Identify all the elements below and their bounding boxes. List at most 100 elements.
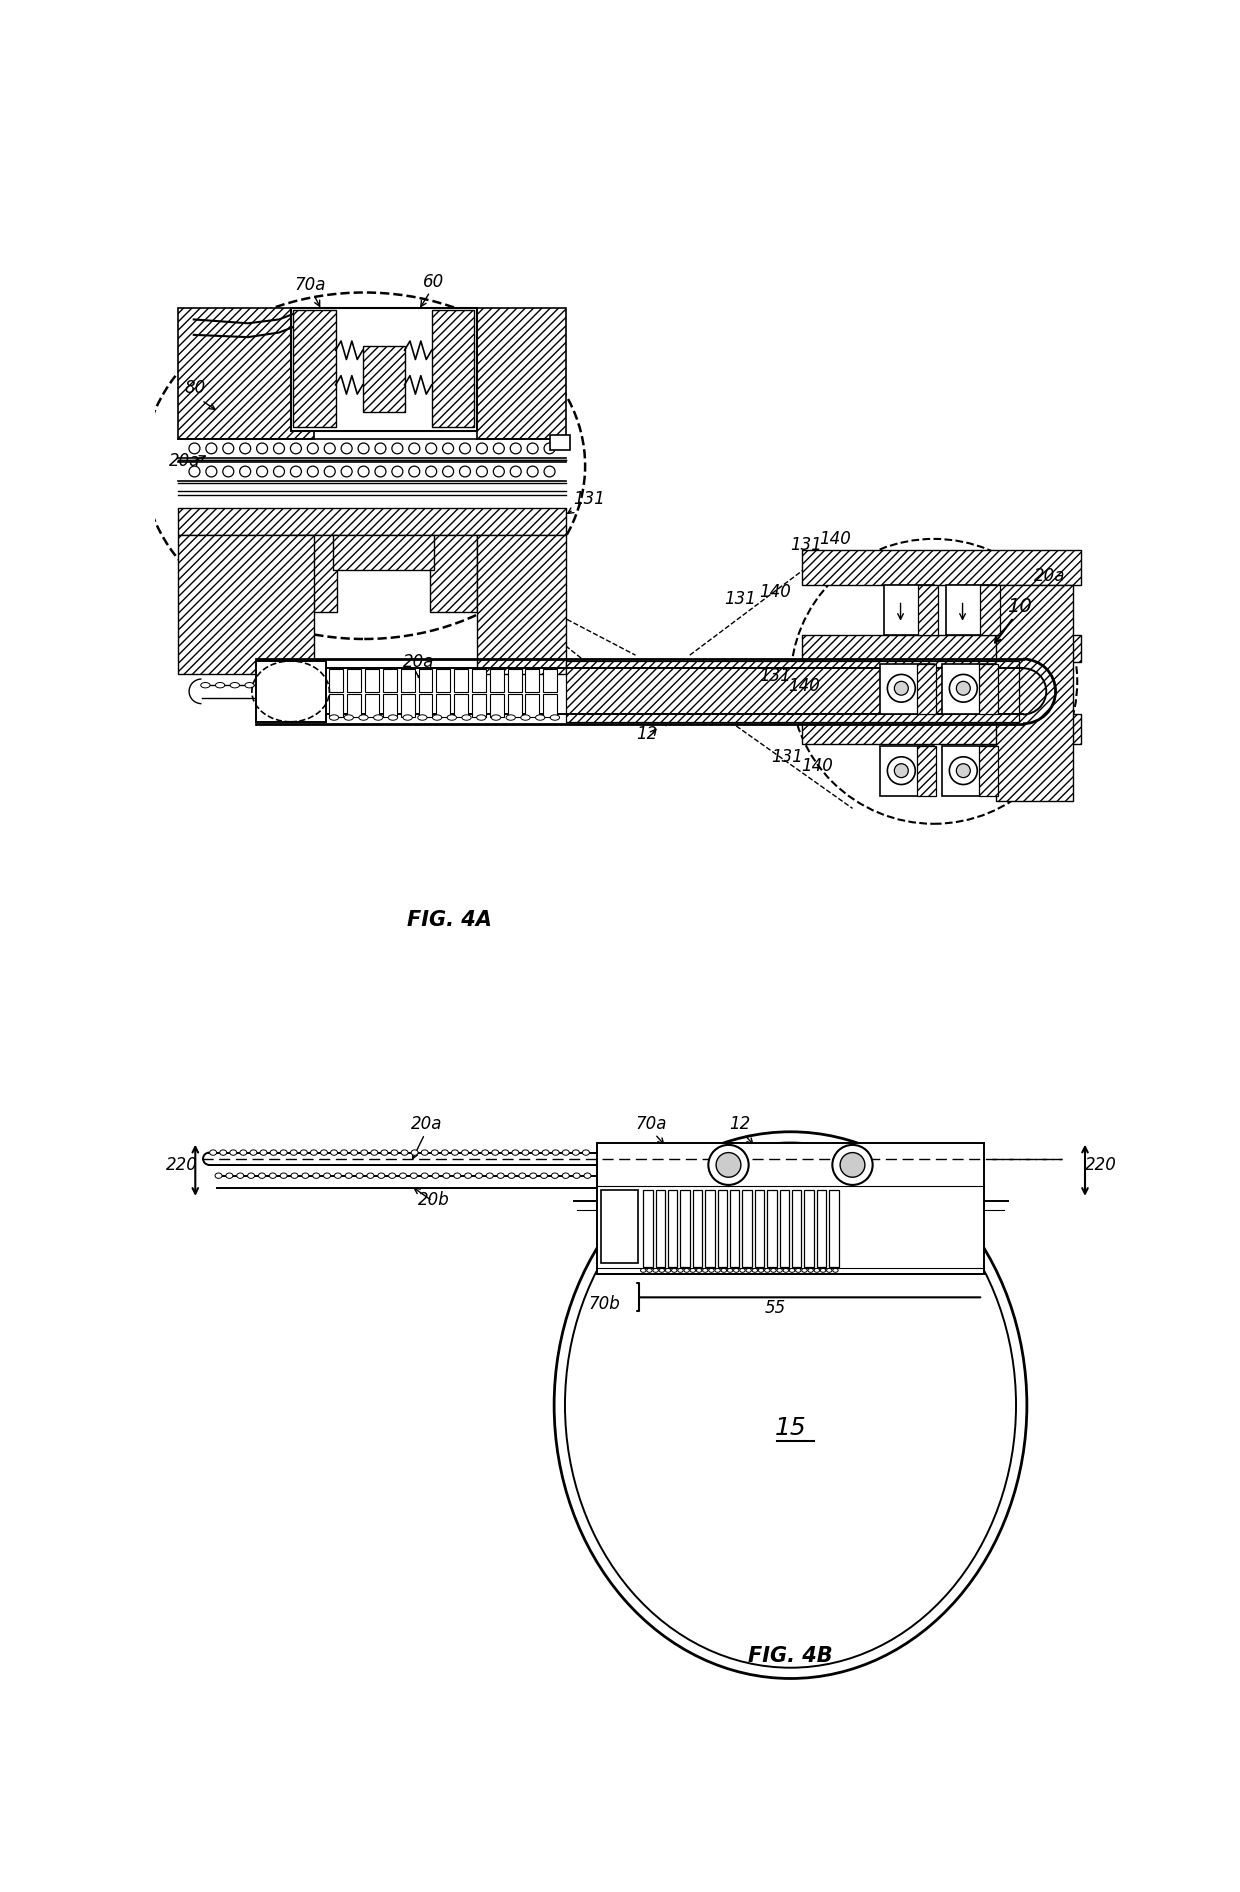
Ellipse shape: [345, 1173, 352, 1179]
Ellipse shape: [410, 1173, 418, 1179]
Text: 131: 131: [771, 747, 802, 766]
Bar: [290, 308, 476, 431]
Ellipse shape: [765, 1268, 770, 1271]
Bar: [792, 1190, 801, 1266]
Ellipse shape: [641, 1268, 646, 1271]
Ellipse shape: [510, 465, 521, 477]
Ellipse shape: [409, 443, 420, 454]
Bar: [255, 660, 325, 723]
Ellipse shape: [532, 1150, 539, 1156]
Ellipse shape: [371, 1150, 378, 1156]
Bar: [817, 1190, 826, 1266]
Ellipse shape: [291, 1173, 298, 1179]
Ellipse shape: [345, 715, 353, 721]
Ellipse shape: [301, 1173, 309, 1179]
Bar: [330, 694, 343, 717]
Ellipse shape: [821, 1268, 826, 1271]
Ellipse shape: [536, 715, 544, 721]
Polygon shape: [179, 308, 314, 439]
Text: 70a: 70a: [294, 276, 326, 293]
Ellipse shape: [237, 1173, 244, 1179]
Ellipse shape: [258, 1173, 265, 1179]
Ellipse shape: [672, 1268, 677, 1271]
Bar: [543, 670, 557, 692]
Ellipse shape: [573, 1173, 580, 1179]
Text: 55: 55: [764, 1298, 786, 1317]
Polygon shape: [432, 310, 474, 428]
Ellipse shape: [554, 1131, 1027, 1678]
Ellipse shape: [223, 443, 234, 454]
Ellipse shape: [506, 715, 516, 721]
Bar: [419, 670, 433, 692]
Ellipse shape: [216, 683, 224, 689]
Bar: [383, 670, 397, 692]
Polygon shape: [293, 310, 336, 428]
Ellipse shape: [215, 1173, 222, 1179]
Text: 60: 60: [423, 272, 445, 291]
Ellipse shape: [666, 1268, 671, 1271]
Bar: [681, 1190, 689, 1266]
Polygon shape: [476, 535, 565, 674]
Ellipse shape: [358, 443, 370, 454]
Ellipse shape: [335, 1173, 341, 1179]
Ellipse shape: [401, 1150, 408, 1156]
Ellipse shape: [475, 1173, 482, 1179]
Ellipse shape: [491, 715, 501, 721]
Ellipse shape: [409, 465, 420, 477]
Polygon shape: [179, 509, 565, 535]
Ellipse shape: [565, 1143, 1016, 1667]
Ellipse shape: [239, 443, 250, 454]
Bar: [383, 694, 397, 717]
Ellipse shape: [562, 1150, 569, 1156]
Bar: [526, 670, 539, 692]
Ellipse shape: [188, 465, 200, 477]
Text: 10: 10: [1007, 598, 1032, 617]
Ellipse shape: [584, 1173, 591, 1179]
Ellipse shape: [734, 1268, 739, 1271]
Circle shape: [894, 681, 909, 694]
Text: FIG. 4A: FIG. 4A: [407, 910, 492, 931]
Ellipse shape: [521, 715, 531, 721]
Bar: [780, 1190, 789, 1266]
Ellipse shape: [562, 1173, 569, 1179]
Ellipse shape: [460, 443, 470, 454]
Bar: [600, 1190, 637, 1262]
Ellipse shape: [527, 443, 538, 454]
Bar: [347, 670, 361, 692]
Ellipse shape: [341, 465, 352, 477]
Ellipse shape: [691, 1268, 696, 1271]
Text: 140: 140: [789, 677, 821, 694]
Ellipse shape: [392, 465, 403, 477]
Ellipse shape: [330, 715, 339, 721]
Ellipse shape: [518, 1173, 526, 1179]
Ellipse shape: [746, 1268, 751, 1271]
Ellipse shape: [418, 715, 427, 721]
Ellipse shape: [412, 1150, 418, 1156]
Ellipse shape: [367, 1173, 374, 1179]
Ellipse shape: [274, 465, 284, 477]
Ellipse shape: [248, 1173, 254, 1179]
Bar: [718, 1190, 727, 1266]
Bar: [472, 694, 486, 717]
Ellipse shape: [381, 1150, 388, 1156]
Text: 20b: 20b: [418, 1190, 450, 1209]
Ellipse shape: [443, 443, 454, 454]
Ellipse shape: [320, 1150, 327, 1156]
Text: 20a: 20a: [169, 452, 200, 469]
Text: 20a: 20a: [403, 653, 434, 672]
Ellipse shape: [433, 715, 441, 721]
Ellipse shape: [274, 443, 284, 454]
Ellipse shape: [529, 1173, 537, 1179]
Ellipse shape: [527, 465, 538, 477]
Ellipse shape: [497, 1173, 505, 1179]
Ellipse shape: [471, 1150, 479, 1156]
Ellipse shape: [229, 1150, 237, 1156]
Ellipse shape: [777, 1268, 782, 1271]
Ellipse shape: [802, 1268, 807, 1271]
Bar: [526, 694, 539, 717]
Ellipse shape: [422, 1150, 428, 1156]
Polygon shape: [802, 636, 1081, 662]
Ellipse shape: [465, 1173, 471, 1179]
Ellipse shape: [361, 1150, 368, 1156]
Polygon shape: [978, 664, 998, 713]
